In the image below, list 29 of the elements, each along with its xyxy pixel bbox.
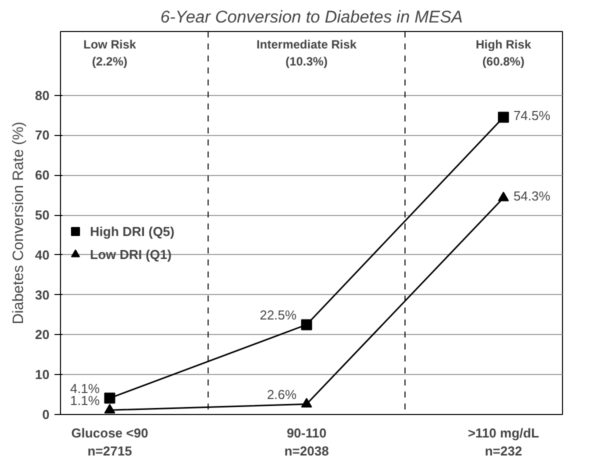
y-tick-label: 60 <box>35 168 50 183</box>
y-tick-label: 70 <box>35 128 50 143</box>
annotation: Low Risk (2.2%) <box>83 37 136 68</box>
point <box>301 398 312 408</box>
x-tick-label: >110 mg/dL n=232 <box>468 426 540 458</box>
y-tick-label: 40 <box>35 247 50 262</box>
data-label: 2.6% <box>266 387 298 402</box>
data-label: 74.5% <box>513 108 551 123</box>
data-label: 22.5% <box>260 308 298 323</box>
legend-label: Low DRI (Q1) <box>90 246 172 262</box>
point <box>498 192 509 202</box>
point <box>301 319 312 330</box>
data-label: 54.3% <box>513 188 551 204</box>
y-tick-label: 0 <box>42 407 50 422</box>
y-tick-label: 10 <box>35 367 50 382</box>
x-tick-label: Glucose <90 n=2715 <box>71 426 148 458</box>
y-tick-label: 20 <box>35 327 50 342</box>
chart-title: 6-Year Conversion to Diabetes in MESA <box>160 8 463 26</box>
y-tick-label: 30 <box>35 287 50 302</box>
y-tick-label: 80 <box>35 88 50 103</box>
y-axis-title: Diabetes Conversion Rate (%) <box>10 122 28 324</box>
point <box>104 392 116 404</box>
annotation: Intermediate Risk (10.3%) <box>256 37 357 68</box>
point <box>104 404 116 414</box>
legend-label: High DRI (Q5) <box>90 224 174 238</box>
y-tick-label: 50 <box>35 208 50 223</box>
point <box>498 112 509 123</box>
annotation: High Risk (60.8%) <box>476 37 532 68</box>
x-tick-label: 90-110 n=2038 <box>284 426 329 458</box>
